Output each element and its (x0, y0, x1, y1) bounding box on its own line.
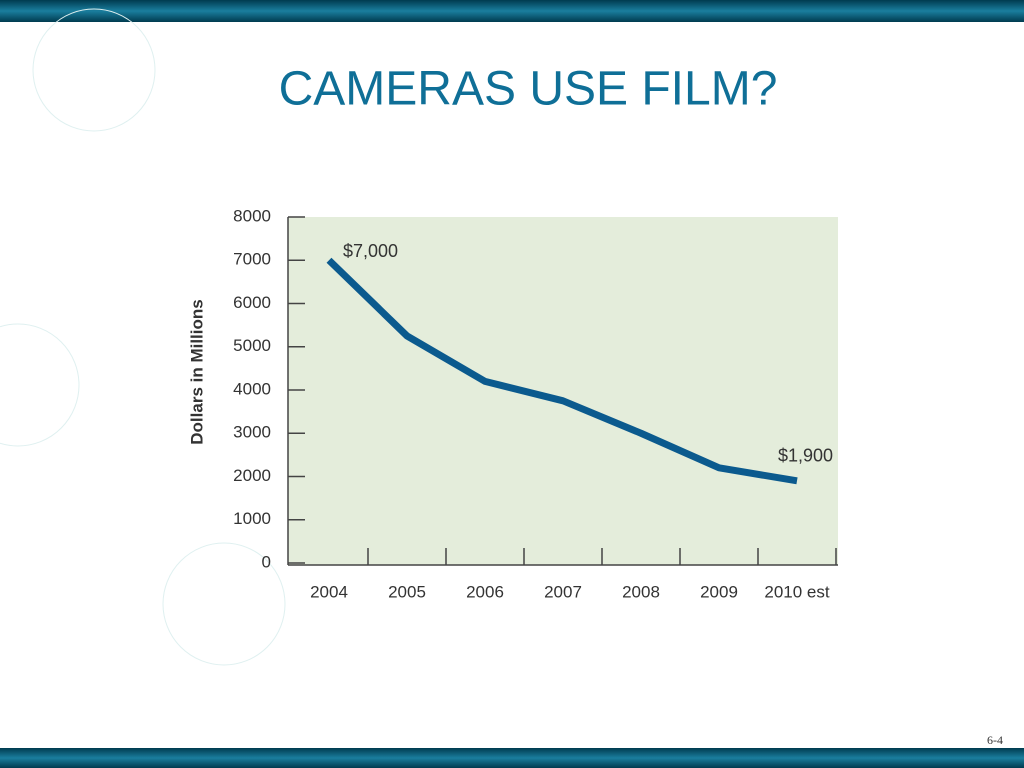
x-tick-label: 2007 (544, 582, 582, 601)
chart: 0 1000 2000 3000 4000 5000 6000 7000 8000 2004 200… (233, 206, 838, 601)
y-tick-label: 5000 (233, 336, 271, 355)
slide-number: 6-4 (987, 733, 1003, 747)
x-tick-label: 2005 (388, 582, 426, 601)
y-tick-label: 6000 (233, 293, 271, 312)
decor-circle (162, 542, 286, 666)
data-line (326, 257, 798, 485)
top-band (0, 0, 1024, 22)
y-tick-label: 4000 (233, 379, 271, 398)
data-label: $1,900 (778, 446, 833, 466)
x-tick-label: 2008 (622, 582, 660, 601)
y-tick-label: 3000 (233, 423, 271, 442)
y-tick-label: 1000 (233, 509, 271, 528)
x-tick-label: 2006 (466, 582, 504, 601)
decor-circle (32, 8, 156, 132)
plot-area (288, 217, 838, 565)
slide-title: CAMERAS USE FILM? (279, 63, 778, 116)
x-tick-label: 2004 (310, 582, 348, 601)
data-label: $7,000 (343, 241, 398, 261)
y-tick-label: 7000 (233, 250, 271, 269)
y-axis-label: Dollars in Millions (187, 299, 206, 444)
y-tick-label: 2000 (233, 466, 271, 485)
y-tick-label: 8000 (233, 206, 271, 225)
x-tick-label: 2010 est (764, 582, 829, 601)
bottom-band (0, 748, 1024, 768)
x-tick-label: 2009 (700, 582, 738, 601)
y-tick-label: 0 (262, 552, 271, 571)
decor-circle (0, 323, 80, 447)
